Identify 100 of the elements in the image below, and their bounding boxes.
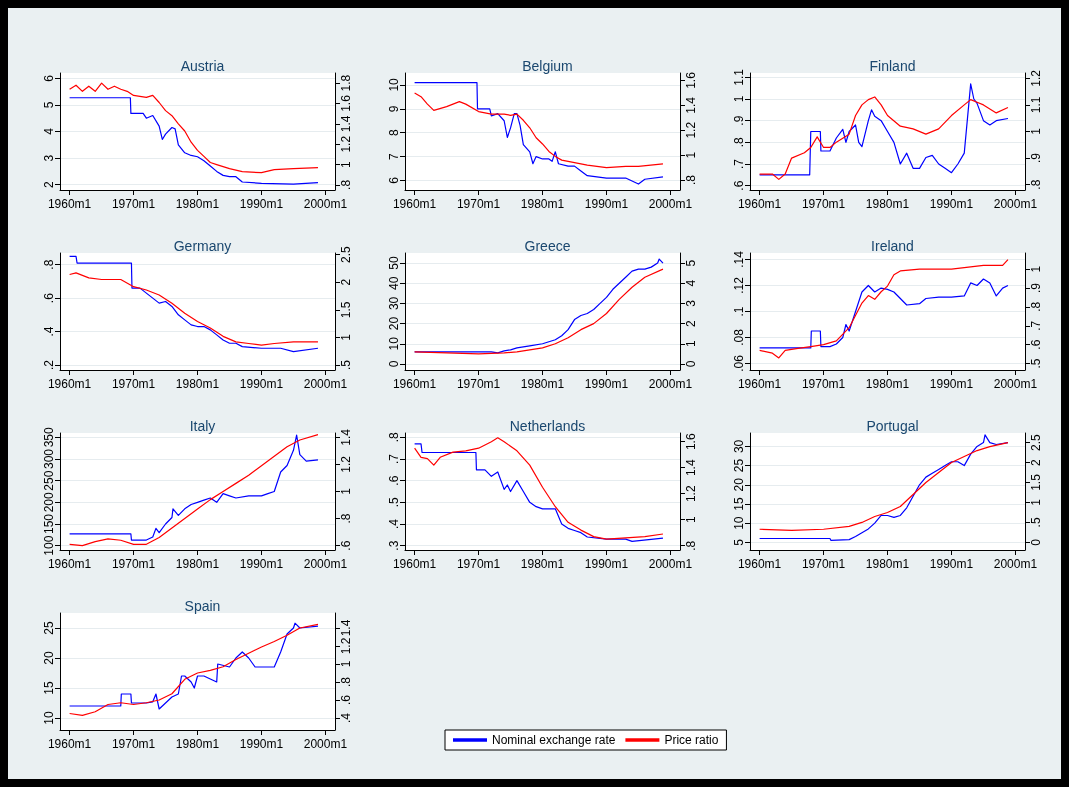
y2-tick-label: 1.2	[684, 485, 698, 503]
x-tick-label: 1970m1	[801, 197, 846, 211]
x-tick-label: 1970m1	[111, 557, 156, 571]
y2-tick-label: .8	[1029, 179, 1043, 190]
y2-tick-label: 1	[684, 340, 698, 348]
y-tick-label: 20	[732, 477, 746, 492]
y2-tick-label: 2	[684, 319, 698, 327]
y2-tick-label: 2.5	[339, 245, 353, 263]
y2-tick-label: .5	[1029, 517, 1043, 528]
x-tick-label: 1990m1	[239, 377, 284, 391]
y-tick-label: 250	[42, 470, 56, 491]
y-tick-label: 15	[42, 681, 56, 695]
y2-tick-label: 1	[339, 160, 353, 168]
y2-tick-label: 1.4	[684, 459, 698, 477]
y-tick-label: .2	[42, 359, 56, 370]
x-tick-label: 1980m1	[520, 377, 565, 391]
x-tick-label: 1980m1	[175, 377, 220, 391]
x-tick-label: 2000m1	[303, 197, 348, 211]
chart-title: Italy	[189, 418, 216, 434]
chart-title: Finland	[869, 58, 916, 74]
x-tick-label: 1960m1	[737, 377, 782, 391]
y-tick-label: 1	[732, 95, 746, 103]
y-tick-label: .6	[732, 180, 746, 191]
y2-tick-label: .8	[339, 676, 353, 688]
line-series	[69, 255, 319, 353]
y2-tick-label: 1.4	[339, 115, 353, 133]
y-tick-label: 30	[387, 296, 401, 311]
y2-tick-label: .6	[339, 694, 353, 706]
line-series	[759, 278, 1009, 349]
x-tick-label: 1970m1	[801, 557, 846, 571]
y2-tick-label: .8	[684, 540, 698, 551]
y-tick-label: 100	[42, 535, 56, 556]
x-tick-label: 1980m1	[520, 197, 565, 211]
x-tick-label: 1990m1	[239, 557, 284, 571]
x-tick-label: 1990m1	[584, 377, 629, 391]
y-tick-label: 8	[387, 129, 401, 137]
x-tick-label: 2000m1	[648, 197, 693, 211]
y2-tick-label: .8	[684, 174, 698, 186]
y-tick-label: .06	[732, 354, 746, 372]
x-tick-label: 2000m1	[303, 737, 348, 751]
chart-title: Germany	[173, 238, 232, 254]
y-tick-label: .7	[387, 453, 401, 465]
y2-tick-label: 0	[684, 360, 698, 368]
x-tick-label: 1990m1	[239, 737, 284, 751]
y2-tick-label: 2	[1029, 458, 1043, 466]
chart-title: Austria	[180, 58, 225, 74]
y-tick-label: 9	[387, 105, 401, 113]
y2-tick-label: .5	[339, 359, 353, 371]
y2-tick-label: .8	[339, 513, 353, 524]
y-tick-label: .5	[387, 497, 401, 508]
chart-title: Spain	[184, 598, 221, 614]
x-tick-label: 1980m1	[175, 557, 220, 571]
y-tick-label: .6	[42, 292, 56, 304]
y2-tick-label: .6	[1029, 339, 1043, 350]
y-tick-label: 4	[42, 127, 56, 135]
x-tick-label: 1970m1	[456, 197, 501, 211]
y-tick-label: 10	[42, 711, 56, 725]
x-tick-label: 1970m1	[111, 377, 156, 391]
x-tick-label: 1980m1	[865, 377, 910, 391]
x-tick-label: 1990m1	[584, 557, 629, 571]
y2-tick-label: 1	[1029, 265, 1043, 273]
x-tick-label: 2000m1	[303, 557, 348, 571]
line-series	[759, 259, 1009, 359]
y-tick-label: .8	[732, 137, 746, 148]
y2-tick-label: .4	[339, 712, 353, 724]
x-tick-label: 1970m1	[456, 557, 501, 571]
x-tick-label: 1980m1	[865, 557, 910, 571]
y-tick-label: 150	[42, 513, 56, 535]
chart-title: Belgium	[522, 58, 573, 74]
y-tick-label: 25	[42, 621, 56, 635]
y2-tick-label: 1.6	[684, 433, 698, 451]
legend-label: Nominal exchange rate	[492, 733, 616, 747]
x-tick-label: 1980m1	[175, 737, 220, 751]
y2-tick-label: 2.5	[1029, 433, 1043, 451]
y2-tick-label: 3	[684, 299, 698, 307]
chart-title: Netherlands	[509, 418, 586, 434]
x-tick-label: 1960m1	[392, 197, 437, 211]
legend-label: Price ratio	[664, 733, 719, 747]
y-tick-label: 50	[387, 256, 401, 270]
x-tick-label: 1990m1	[239, 197, 284, 211]
y-tick-label: 7	[387, 152, 401, 160]
y2-tick-label: 1.5	[339, 301, 353, 319]
y-tick-label: 3	[42, 154, 56, 162]
line-series	[69, 272, 319, 346]
x-tick-label: 1960m1	[392, 377, 437, 391]
y2-tick-label: .9	[1029, 152, 1043, 164]
x-tick-label: 1980m1	[175, 197, 220, 211]
y2-tick-label: 5	[684, 259, 698, 267]
y2-tick-label: .8	[1029, 301, 1043, 312]
y-tick-label: .4	[42, 326, 56, 337]
x-tick-label: 1960m1	[47, 557, 92, 571]
x-tick-label: 2000m1	[303, 377, 348, 391]
y2-tick-label: 2	[339, 278, 353, 286]
x-tick-label: 1960m1	[737, 557, 782, 571]
y-tick-label: 20	[42, 651, 56, 665]
x-tick-label: 1970m1	[456, 377, 501, 391]
y-tick-label: 0	[387, 360, 401, 368]
y2-tick-label: 1	[339, 487, 353, 495]
x-tick-label: 1970m1	[111, 197, 156, 211]
y-tick-label: .08	[732, 328, 746, 346]
